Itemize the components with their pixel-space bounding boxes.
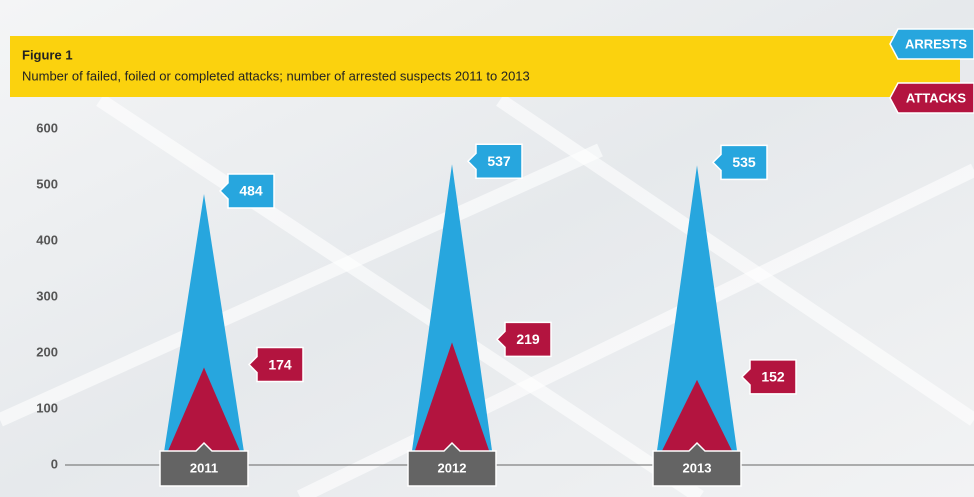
spike xyxy=(410,164,494,465)
value-label: 219 xyxy=(516,331,540,347)
spike xyxy=(162,193,246,465)
spike xyxy=(655,165,739,465)
value-label: 152 xyxy=(761,369,785,385)
y-tick-label: 600 xyxy=(36,120,58,135)
spike xyxy=(410,342,494,465)
y-tick-label: 500 xyxy=(36,176,58,191)
value-label-box xyxy=(740,359,797,395)
category-box xyxy=(407,441,497,487)
value-label-box xyxy=(466,143,523,180)
value-label-box xyxy=(711,144,768,181)
spike xyxy=(655,379,739,465)
value-label: 484 xyxy=(239,183,263,199)
y-tick-label: 400 xyxy=(36,232,58,247)
legend-label: ARRESTS xyxy=(905,36,967,51)
banner xyxy=(10,36,960,97)
category-box xyxy=(159,441,249,487)
legend-label-shape xyxy=(889,28,974,60)
x-tick-label: 2012 xyxy=(438,460,467,475)
value-label: 537 xyxy=(487,153,511,169)
y-tick-label: 300 xyxy=(36,288,58,303)
background-lines xyxy=(0,94,974,497)
value-label-box xyxy=(218,173,275,209)
value-label-box xyxy=(495,321,552,358)
legend-label: ATTACKS xyxy=(906,90,967,105)
y-tick-label: 200 xyxy=(36,344,58,359)
y-tick-label: 100 xyxy=(36,400,58,415)
y-tick-label: 0 xyxy=(51,456,58,471)
value-label: 174 xyxy=(268,356,292,372)
chart-subtitle: Number of failed, foiled or completed at… xyxy=(22,68,530,83)
legend-label-shape xyxy=(889,82,974,114)
category-box xyxy=(652,441,742,487)
value-label: 535 xyxy=(732,154,756,170)
x-tick-label: 2013 xyxy=(683,460,712,475)
spike xyxy=(162,367,246,465)
chart-title: Figure 1 xyxy=(22,47,73,62)
x-tick-label: 2011 xyxy=(190,460,218,475)
value-label-box xyxy=(247,346,304,383)
